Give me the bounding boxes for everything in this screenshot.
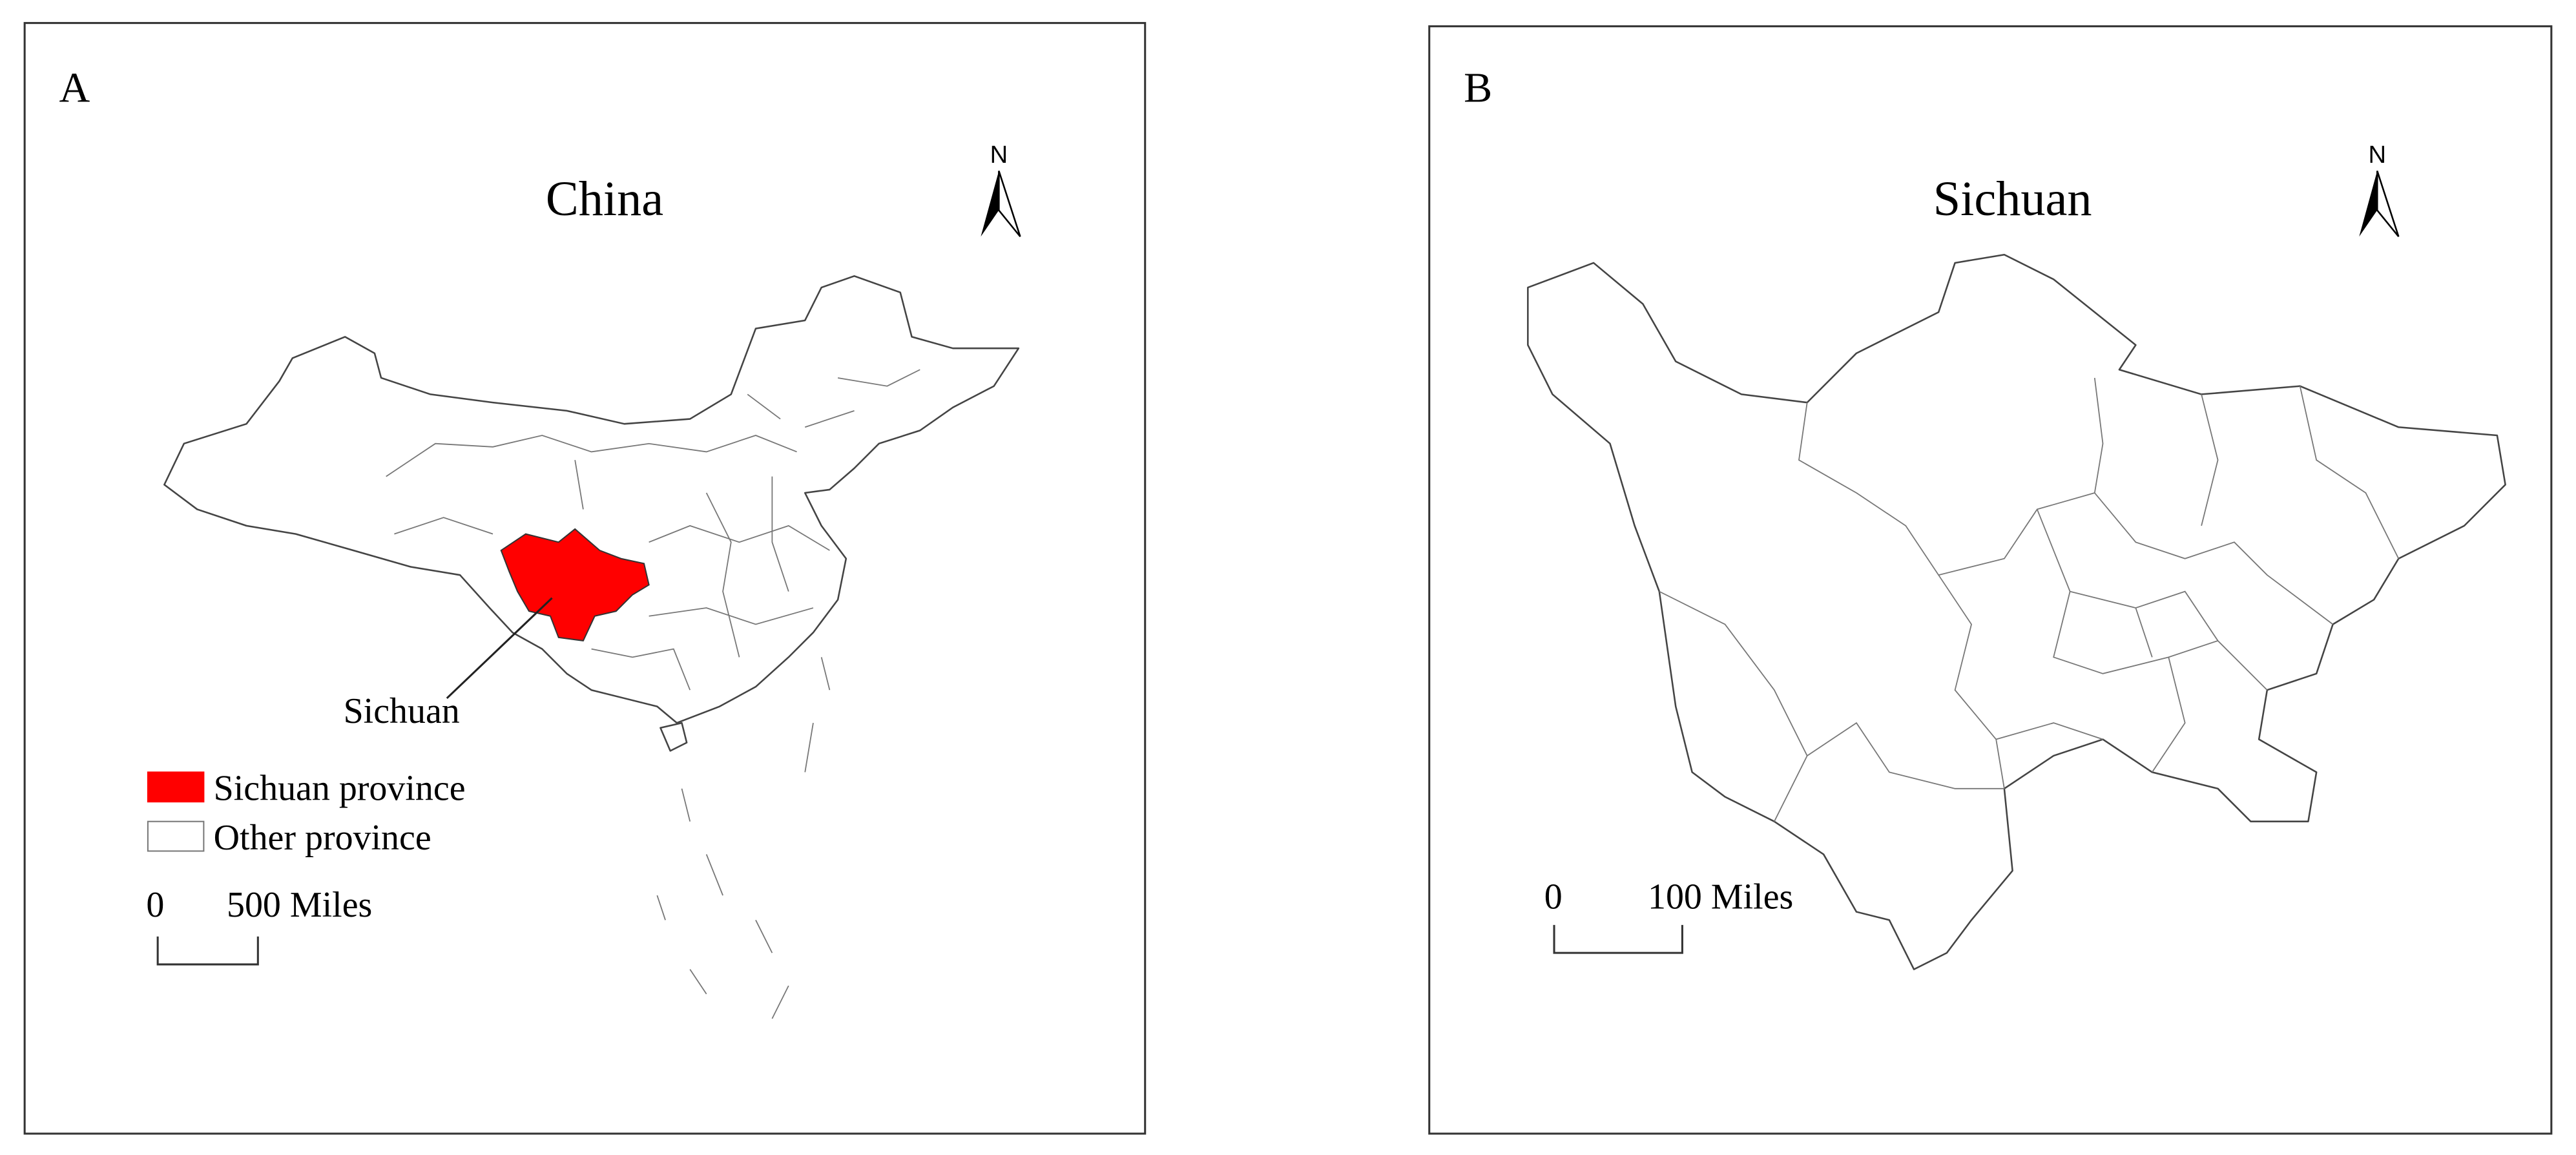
- north-arrow: N: [981, 141, 1021, 238]
- sichuan-region: [500, 528, 650, 642]
- map-title: China: [546, 171, 663, 226]
- legend-label: Sichuan province: [214, 769, 466, 809]
- scale-bar: 0 500 Miles: [146, 885, 372, 966]
- legend: Sichuan province Other province: [147, 769, 466, 858]
- scale-start: 0: [1544, 877, 1563, 917]
- map-title: Sichuan: [1933, 171, 2092, 226]
- legend-swatch: [147, 820, 205, 852]
- sichuan-map: [1527, 253, 2506, 970]
- legend-swatch: [147, 771, 205, 803]
- legend-label: Other province: [214, 818, 431, 858]
- panel-label: A: [59, 65, 90, 112]
- china-map: [163, 275, 1020, 1019]
- north-label: N: [2368, 141, 2386, 169]
- scale-start: 0: [146, 885, 164, 925]
- callout-line: [446, 597, 553, 700]
- scale-bar: 0 100 Miles: [1544, 877, 1793, 954]
- scale-end: 100 Miles: [1648, 877, 1793, 917]
- panel-label: B: [1464, 65, 1492, 112]
- callout-label: Sichuan: [344, 691, 460, 731]
- scale-end: 500 Miles: [227, 885, 372, 925]
- north-label: N: [990, 141, 1008, 169]
